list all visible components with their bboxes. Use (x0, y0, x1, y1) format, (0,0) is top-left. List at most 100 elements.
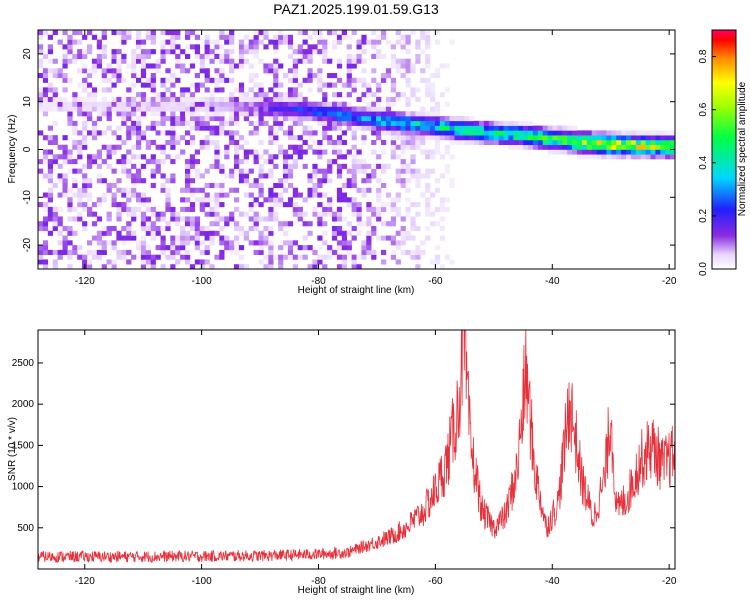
spectrogram-cell (341, 254, 347, 260)
spectrogram-cell (415, 178, 421, 184)
spectrogram-cell (307, 44, 313, 50)
spectrogram-cell (439, 197, 445, 203)
x-tick-label: -100 (192, 276, 212, 287)
spectrogram-cell (381, 125, 387, 131)
spectrogram-cell (101, 44, 107, 50)
x-tick-label: -40 (545, 276, 560, 287)
spectrogram-cell (116, 58, 122, 64)
spectrogram-cell (209, 101, 215, 107)
spectrogram-cell (351, 82, 357, 88)
spectrogram-cell (106, 106, 112, 112)
spectrogram-cell (297, 216, 303, 222)
spectrogram-cell (82, 221, 88, 227)
spectrogram-cell (346, 178, 352, 184)
spectrogram-cell (253, 240, 259, 246)
spectrogram-cell (322, 206, 328, 212)
spectrogram-cell (140, 202, 147, 208)
spectrogram-cell (665, 149, 671, 155)
spectrogram-cell (62, 240, 68, 246)
spectrogram-cell (381, 202, 387, 208)
spectrogram-cell (160, 39, 166, 45)
spectrogram-cell (185, 197, 191, 203)
spectrogram-cell (292, 87, 298, 93)
spectrogram-cell (645, 144, 651, 150)
spectrogram-cell (454, 139, 460, 146)
spectrogram-cell (131, 49, 137, 55)
spectrogram-cell (278, 30, 284, 36)
spectrogram-cell (670, 149, 675, 155)
spectrogram-cell (400, 139, 406, 146)
spectrogram-cell (341, 82, 347, 88)
spectrogram-cell (180, 187, 186, 193)
spectrogram-cell (253, 178, 259, 184)
spectrogram-cell (356, 216, 362, 222)
spectrogram-cell (415, 130, 421, 136)
spectrogram-cell (42, 173, 49, 179)
spectrogram-cell (385, 130, 392, 136)
spectrogram-cell (234, 197, 240, 203)
spectrogram-cell (415, 53, 421, 59)
spectrogram-cell (180, 149, 186, 155)
spectrogram-cell (170, 49, 176, 55)
spectrogram-cell (126, 187, 132, 193)
spectrogram-cell (425, 111, 431, 117)
colorbar-gradient (711, 29, 737, 270)
spectrogram-cell (111, 240, 117, 246)
spectrogram-cell (327, 58, 333, 64)
spectrogram-cell (150, 30, 156, 36)
spectrogram-cell (175, 53, 181, 59)
spectrogram-cell (307, 73, 313, 79)
spectrogram-cell (263, 96, 269, 102)
spectrogram-cell (400, 216, 406, 222)
spectrogram-cell (96, 197, 102, 203)
spectrogram-cell (537, 130, 543, 136)
spectrogram-cell (248, 192, 254, 198)
x-tick-label: -120 (75, 276, 95, 287)
spectrogram-cell (395, 168, 401, 174)
spectrogram-cell (430, 211, 436, 217)
colorbar: 0.00.20.40.60.8 Normalized spectral ampl… (698, 29, 748, 276)
x-tick-label: -80 (311, 576, 326, 587)
spectrogram-cell (150, 154, 156, 160)
spectrogram-cell (248, 206, 254, 212)
colorbar-tick-label: 0.0 (698, 262, 709, 276)
spectrogram-cell (312, 111, 318, 117)
spectrogram-cell (42, 111, 49, 117)
spectrogram-cell (121, 159, 127, 165)
spectrogram-cell (126, 221, 132, 227)
spectrogram-cell (405, 211, 411, 217)
spectrogram-cell (376, 39, 382, 45)
spectrogram-cell (640, 154, 646, 160)
spectrogram-cell (278, 202, 284, 208)
spectrogram-cell (385, 192, 392, 198)
spectrogram-cell (87, 73, 93, 79)
spectrogram-cell (175, 116, 181, 122)
spectrogram-cell (204, 245, 210, 251)
spectrogram-cell (160, 182, 166, 189)
spectrogram-cell (371, 39, 377, 45)
spectrogram-cell (38, 168, 44, 174)
spectrogram-cell (376, 163, 382, 169)
spectrogram-cell (635, 149, 641, 155)
spectrogram-cell (361, 116, 367, 122)
y-tick-label: 500 (17, 523, 34, 534)
spectrogram-cell (82, 178, 88, 184)
spectrogram-cell (400, 63, 406, 69)
spectrogram-cell (145, 221, 151, 227)
spectrogram-cell (189, 139, 196, 146)
spectrogram-cell (82, 101, 88, 107)
spectrogram-cell (155, 68, 161, 74)
spectrogram-cell (219, 254, 225, 260)
spectrogram-cell (356, 163, 362, 169)
spectrogram-cell (101, 144, 107, 150)
spectrogram-cell (273, 139, 279, 146)
spectrogram-cell (434, 68, 441, 74)
spectrogram-cell (91, 68, 98, 74)
spectrogram-cell (287, 130, 294, 136)
spectrogram-cell (479, 135, 485, 141)
spectrogram-cell (194, 44, 200, 50)
spectrogram-cell (655, 139, 661, 146)
spectrogram-cell (273, 192, 279, 198)
spectrogram-cell (180, 92, 186, 98)
spectrogram-cell (312, 49, 318, 55)
